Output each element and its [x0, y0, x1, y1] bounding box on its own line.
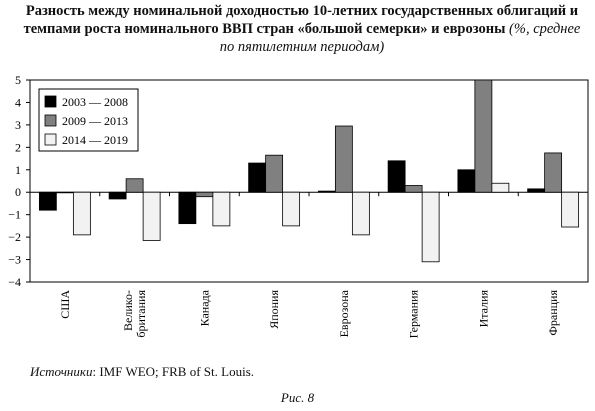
- legend-label: 2009 — 2013: [62, 114, 128, 128]
- y-tick-label: −3: [8, 253, 21, 267]
- y-tick-label: 4: [15, 95, 21, 109]
- bar-3-1: [72, 191, 91, 236]
- bar-3-8: [561, 191, 580, 228]
- y-tick-label: 3: [15, 118, 21, 132]
- legend-swatch: [44, 95, 57, 108]
- bar-1-6: [387, 160, 406, 193]
- bar-2-8: [544, 152, 563, 193]
- chart-title-main: Разность между номинальной доходностью 1…: [23, 3, 579, 37]
- y-tick-label: 0: [15, 185, 21, 199]
- bar-2-4: [265, 154, 284, 193]
- plot-frame: [29, 79, 589, 283]
- chart-title: Разность между номинальной доходностью 1…: [22, 2, 582, 56]
- source-note: Источники: IMF WEO; FRB of St. Louis.: [30, 364, 254, 380]
- x-tick-labels: США Велико-британия Канада Япония Еврозона Ге…: [58, 289, 560, 338]
- chart-title-units: (%, среднее по пятилетним периодам): [219, 21, 581, 55]
- x-tick-label-line: Франция: [546, 290, 560, 336]
- x-tick-label-line: Япония: [267, 290, 281, 329]
- x-tick-label: Япония: [267, 290, 281, 329]
- x-tick-label-line: Италия: [476, 290, 490, 328]
- x-tick-label-line: Канада: [197, 289, 211, 326]
- legend-label: 2003 — 2008: [62, 95, 128, 109]
- x-tick-label: Еврозона: [337, 289, 351, 337]
- x-tick-label: Велико-британия: [121, 290, 148, 338]
- legend-label: 2014 — 2019: [62, 133, 128, 147]
- y-tick-label: 1: [15, 163, 21, 177]
- x-tick-label-line: США: [58, 290, 72, 319]
- x-tick-label: Франция: [546, 290, 560, 336]
- bar-3-7: [491, 182, 510, 193]
- y-tick-label: −2: [8, 230, 21, 244]
- legend-swatch: [44, 114, 57, 127]
- x-tick-label-line: Велико-: [121, 290, 135, 331]
- source-label: Источники: [30, 364, 93, 379]
- bar-1-2: [108, 191, 127, 200]
- bar-2-3: [195, 191, 214, 198]
- legend-swatch: [44, 133, 57, 146]
- y-tick-label: −1: [8, 208, 21, 222]
- legend: 2003 — 2008 2009 — 2013 2014 — 2019: [38, 88, 139, 152]
- bar-chart: −4 −3 −2 −1 0 1 2 3 4 5 США Велико-британия Канада Я…: [8, 73, 589, 338]
- bar-1-7: [457, 169, 476, 193]
- x-tick-label-line: Германия: [407, 290, 421, 339]
- bar-1-1: [38, 191, 57, 211]
- chart-bars: [38, 79, 580, 263]
- x-tick-label-line: Еврозона: [337, 289, 351, 337]
- bar-3-5: [351, 191, 370, 236]
- bar-1-8: [527, 188, 546, 193]
- x-tick-label: Германия: [407, 290, 421, 339]
- bar-2-7: [474, 79, 493, 193]
- bar-2-2: [125, 178, 144, 193]
- figure-caption: Рис. 8: [280, 390, 315, 405]
- y-tick-label: 5: [15, 73, 21, 87]
- x-tick-label: США: [58, 290, 72, 319]
- bar-2-5: [334, 125, 353, 193]
- bar-1-5: [317, 190, 336, 193]
- bar-3-2: [142, 191, 161, 241]
- bar-3-3: [212, 191, 231, 227]
- x-tick-label-line: британия: [134, 290, 148, 338]
- x-tick-label: Италия: [476, 290, 490, 328]
- bar-2-1: [55, 191, 74, 194]
- bar-1-4: [248, 162, 267, 193]
- bar-1-3: [178, 191, 197, 225]
- bar-3-6: [421, 191, 440, 263]
- bar-2-6: [404, 185, 423, 193]
- y-tick-label: 2: [15, 140, 21, 154]
- bar-3-4: [282, 191, 301, 227]
- source-text: : IMF WEO; FRB of St. Louis.: [92, 364, 255, 379]
- y-tick-label: −4: [8, 275, 21, 289]
- x-tick-label: Канада: [197, 289, 211, 326]
